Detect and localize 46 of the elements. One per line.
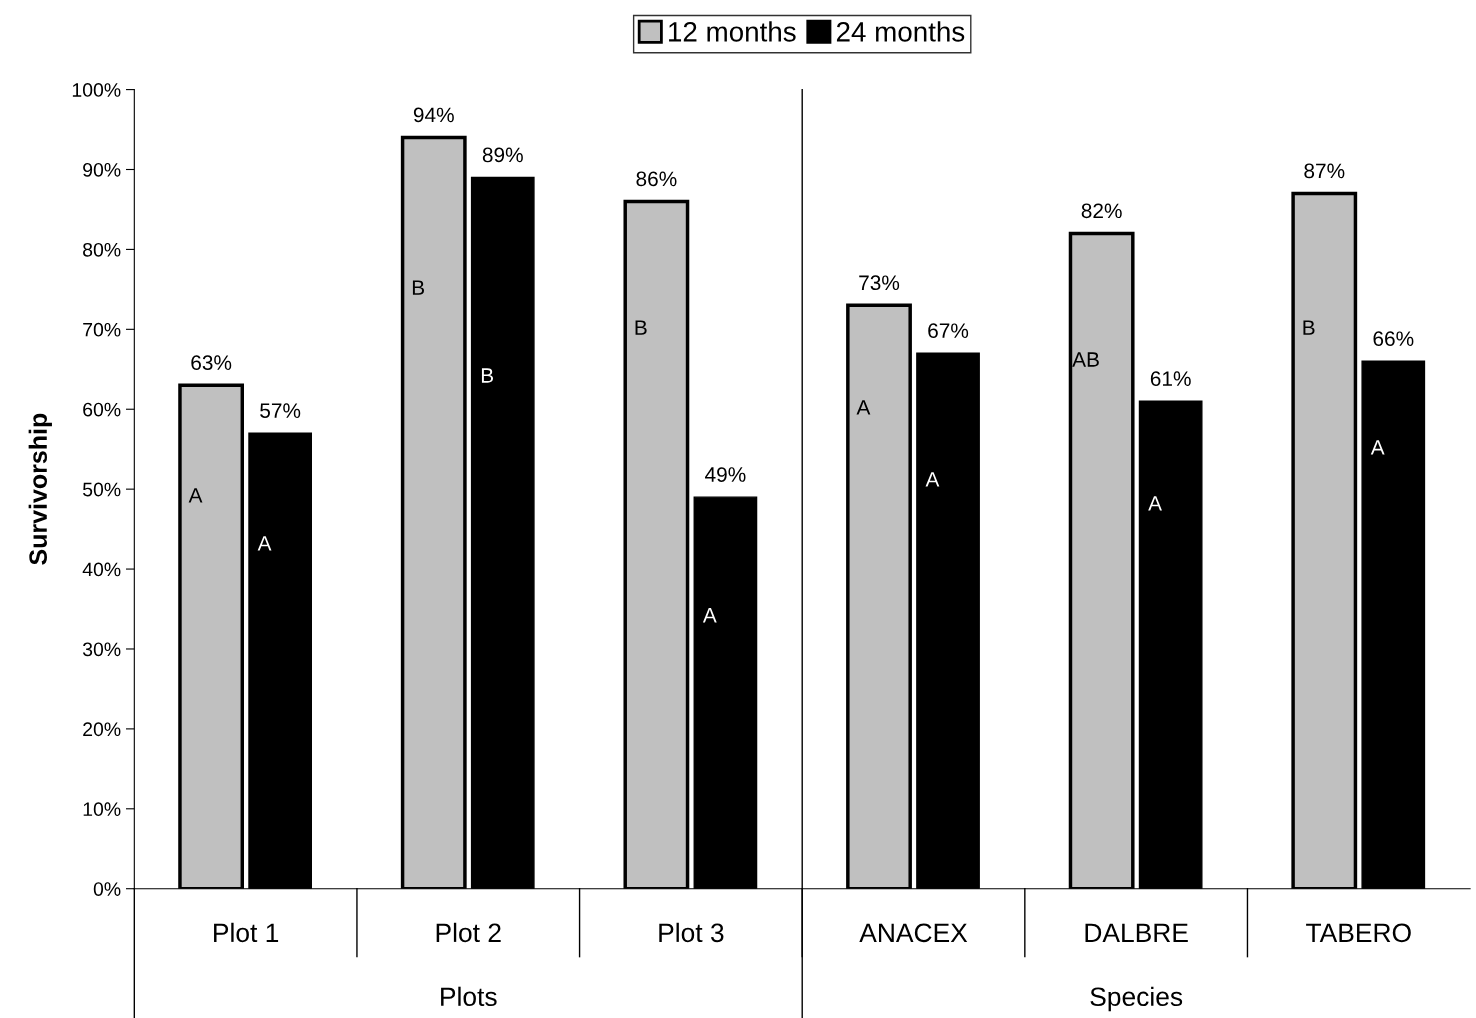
x-tick-label: Plot 1 bbox=[214, 922, 279, 943]
data-label: 61% bbox=[1150, 371, 1191, 387]
annotation: A bbox=[925, 472, 940, 487]
annotation: B bbox=[1303, 320, 1315, 335]
y-tick-label: 60% bbox=[83, 402, 121, 417]
text: Species bbox=[1090, 986, 1183, 1012]
data-label: 66% bbox=[1373, 331, 1414, 347]
data-label: 82% bbox=[1081, 203, 1122, 219]
y-tick-label: 70% bbox=[83, 322, 121, 337]
legend-label: 24 months bbox=[836, 21, 965, 42]
x-tick-label: Plot 2 bbox=[436, 922, 501, 943]
annotation: B bbox=[481, 368, 494, 383]
data-label: 87% bbox=[1304, 163, 1345, 179]
y-tick-label: 40% bbox=[82, 562, 121, 577]
x-tick-label: ANACEX bbox=[859, 923, 968, 943]
y-tick-label: 90% bbox=[83, 162, 121, 177]
x-tick-label: DALBRE bbox=[1085, 923, 1188, 942]
data-label: 63% bbox=[191, 355, 232, 371]
y-tick-label: 50% bbox=[82, 482, 121, 497]
data-label: 73% bbox=[859, 275, 900, 291]
y-tick-label: 100% bbox=[72, 83, 121, 97]
y-tick-label: 0% bbox=[93, 882, 121, 896]
data-label: 67% bbox=[928, 323, 969, 339]
annotation: A bbox=[702, 608, 717, 623]
x-tick-label: TABERO bbox=[1306, 923, 1411, 943]
data-label: 57% bbox=[260, 403, 301, 418]
data-label: 89% bbox=[482, 147, 523, 163]
annotation: A bbox=[1370, 440, 1385, 455]
annotation: A bbox=[1148, 496, 1162, 511]
y-tick-label: 30% bbox=[82, 642, 121, 657]
annotation: AB bbox=[1072, 352, 1099, 367]
x-tick-label: Plot 3 bbox=[659, 922, 724, 943]
y-tick-label: 10% bbox=[83, 802, 121, 817]
y-tick-label: 20% bbox=[83, 722, 121, 737]
data-label: 86% bbox=[636, 171, 677, 187]
annotation: A bbox=[188, 488, 203, 503]
annotation: B bbox=[635, 320, 647, 335]
y-tick-label: 80% bbox=[83, 242, 121, 257]
text: Plots bbox=[441, 986, 497, 1007]
annotation: B bbox=[412, 280, 425, 295]
annotation: A bbox=[257, 536, 272, 551]
y-axis-title: Survivorship bbox=[28, 413, 52, 565]
annotation: A bbox=[856, 400, 871, 415]
data-label: 94% bbox=[413, 107, 454, 123]
legend-label: 12 months bbox=[669, 21, 796, 42]
data-label: 49% bbox=[705, 467, 746, 482]
